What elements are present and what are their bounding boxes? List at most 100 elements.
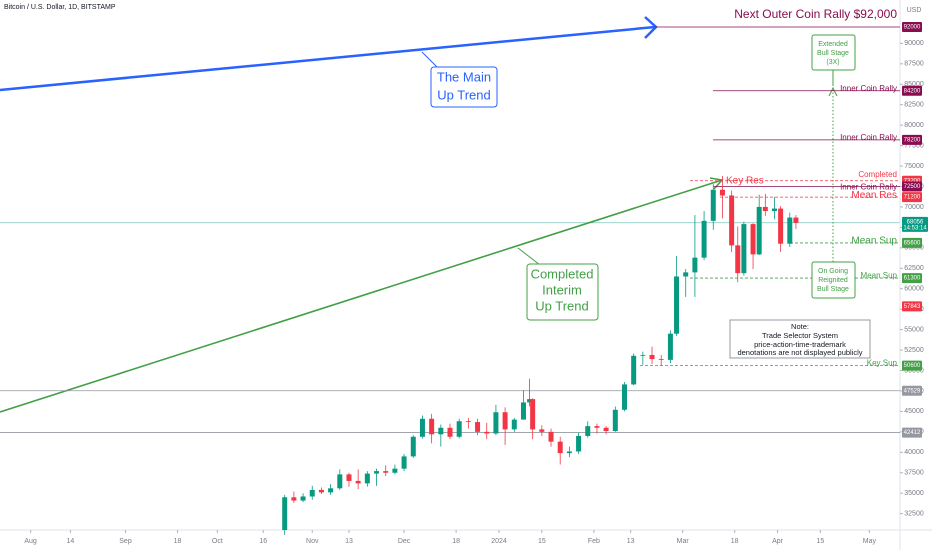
candle-body (493, 412, 499, 434)
candle-body (762, 206, 768, 212)
level-text: Mean Sup (861, 271, 898, 280)
y-tick-label: 37500 (904, 470, 924, 477)
price-label: 73200 (904, 178, 921, 184)
candle-body (530, 399, 536, 430)
x-tick-label: May (863, 538, 877, 545)
candle-body (787, 217, 793, 244)
candle-body (741, 224, 747, 274)
chart-title: Bitcoin / U.S. Dollar, 1D, BITSTAMP (4, 4, 116, 11)
candle-body (520, 402, 526, 420)
level-text: Mean Sup (851, 236, 897, 247)
ongoing-box (811, 261, 856, 299)
interim-trend-box (526, 263, 599, 321)
main-trend-line (0, 25, 656, 92)
main-trend-label: The Main (437, 69, 491, 84)
candle-body (756, 206, 762, 255)
main-trend-connector (421, 51, 439, 69)
x-tick-label: 18 (731, 538, 739, 545)
candle-body (557, 441, 563, 454)
y-tick-label: 80000 (904, 122, 924, 129)
candle-body (729, 195, 735, 246)
x-tick-label: Oct (212, 538, 223, 545)
candle-body (603, 427, 609, 432)
extended-label: (3X) (826, 59, 839, 66)
candle-body (594, 426, 600, 428)
price-label-box (902, 134, 922, 145)
candle-body (735, 245, 741, 274)
price-label-box (902, 273, 922, 284)
candle-body (401, 456, 407, 469)
x-tick-label: 18 (174, 538, 182, 545)
x-tick-label: 16 (259, 538, 267, 545)
candle-body (346, 474, 352, 481)
current-price-timer: 14:53:14 (903, 225, 927, 231)
current-price-box (902, 216, 928, 232)
candle-body (429, 418, 435, 435)
extended-label: Extended (818, 41, 848, 48)
candle-body (484, 431, 490, 434)
candle-body (658, 359, 664, 360)
candle-body (337, 474, 343, 489)
note-text: Trade Selector System (762, 331, 838, 340)
candle-body (447, 427, 453, 437)
price-label-box (902, 360, 922, 371)
candle-body (465, 421, 471, 423)
candle-body (667, 333, 673, 360)
candle-body (576, 435, 582, 452)
x-tick-label: 2024 (491, 538, 507, 545)
candle-body (674, 276, 680, 334)
level-text: Mean Res (851, 190, 897, 201)
candle-body (309, 489, 315, 497)
key-res-label: Key Res (726, 176, 764, 187)
y-tick-label: 45000 (904, 408, 924, 415)
level-text: Inner Coin Rally (840, 183, 897, 192)
price-label-box (902, 85, 922, 96)
y-tick-label: 77500 (904, 142, 924, 149)
y-tick-label: 87500 (904, 61, 924, 68)
y-tick-label: 62500 (904, 265, 924, 272)
x-tick-label: Feb (588, 538, 600, 545)
main-trend-box (430, 66, 498, 108)
candle-body (410, 436, 416, 457)
candle-body (502, 412, 508, 430)
candle-body (318, 489, 324, 493)
candle-body (328, 488, 334, 493)
candle-body (539, 429, 545, 432)
candle-body (793, 217, 799, 223)
candle-body (438, 427, 444, 435)
y-tick-label: 85000 (904, 81, 924, 88)
x-tick-label: 18 (452, 538, 460, 545)
candle-body (692, 257, 698, 273)
x-tick-label: Nov (306, 538, 319, 545)
candle-body (683, 272, 689, 277)
note-text: denotations are not displayed publicly (737, 348, 862, 357)
bull-stage-arrowhead (828, 86, 838, 97)
level-text: Inner Coin Rally (840, 84, 897, 93)
y-tick-label: 50000 (904, 367, 924, 374)
x-tick-label: 13 (345, 538, 353, 545)
candle-body (419, 418, 425, 437)
level-text: Completed (858, 170, 897, 179)
y-tick-label: 35000 (904, 490, 924, 497)
level-text: Inner Coin Rally (840, 133, 897, 142)
candle-body (719, 189, 725, 196)
price-label-box (902, 181, 922, 192)
price-label-box (902, 385, 922, 396)
candle-body (621, 384, 627, 410)
candle-body (392, 468, 398, 473)
interim-trend-label: Completed (531, 266, 594, 281)
candle-body (475, 422, 481, 432)
x-tick-label: 15 (538, 538, 546, 545)
candle-body (771, 208, 777, 212)
candle-body (566, 451, 572, 454)
candle-body (300, 496, 306, 501)
price-label: 61300 (904, 276, 921, 282)
price-label: 50600 (904, 363, 921, 369)
price-label-box (902, 192, 922, 203)
candle-body (701, 220, 707, 258)
extended-box (811, 34, 856, 71)
candle-body (548, 431, 554, 442)
interim-trend-label: Interim (542, 282, 582, 297)
price-label: 47529 (904, 388, 921, 394)
candle-body (631, 355, 637, 385)
